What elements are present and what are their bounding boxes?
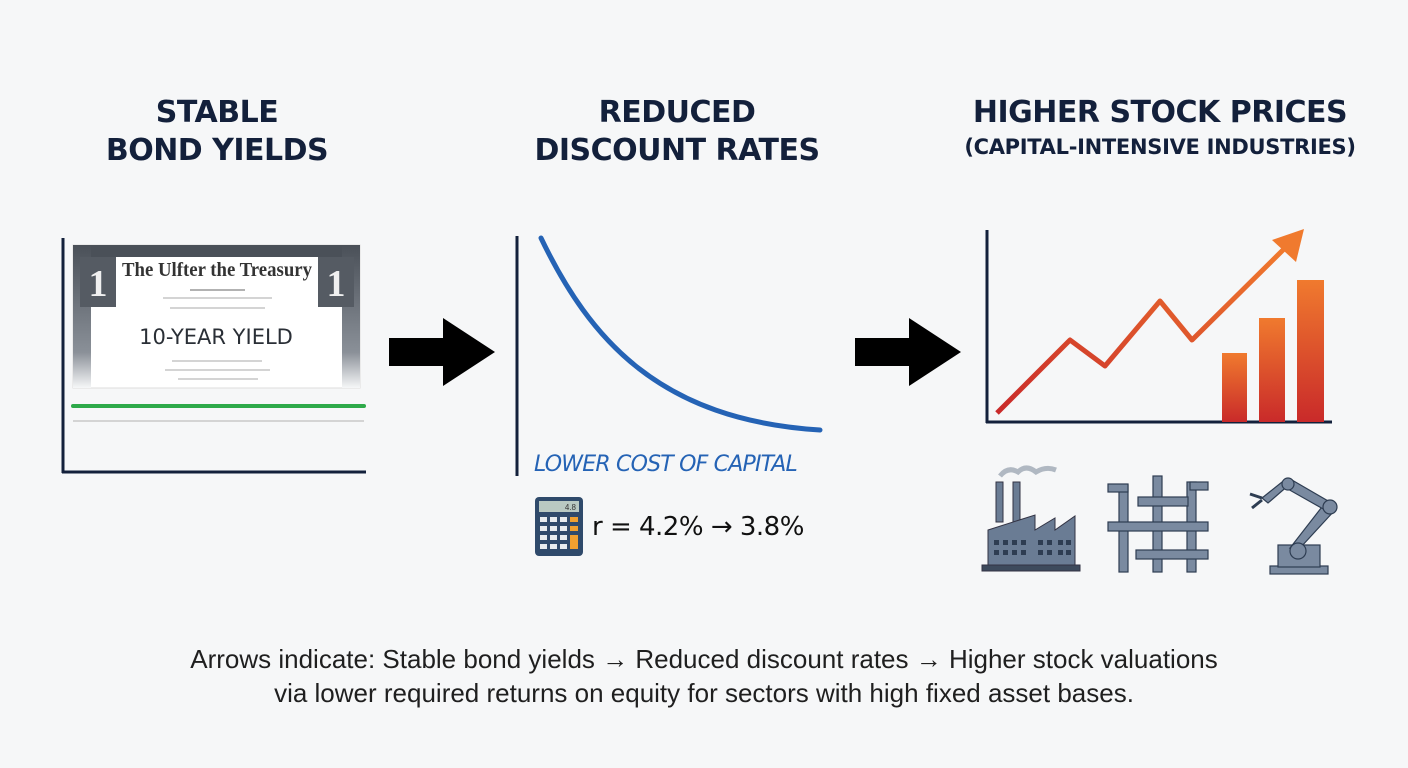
bar xyxy=(1259,318,1285,422)
certificate-header: The Ulfter the Treasury xyxy=(122,259,312,281)
denomination-right: 1 xyxy=(327,263,346,305)
step2-title-line1: REDUCED xyxy=(598,95,756,130)
trend-arrowhead-icon xyxy=(1272,229,1304,262)
bar xyxy=(1297,280,1324,422)
arrow-right-icon xyxy=(855,318,961,386)
caption-line2: via lower required returns on equity for… xyxy=(274,678,1134,708)
discount-rate-panel: 4.8 xyxy=(515,235,823,556)
factory-icon xyxy=(981,465,1081,572)
certificate-label: 10-YEAR YIELD xyxy=(139,325,293,349)
price-trend-line xyxy=(995,246,1287,415)
step3-title: HIGHER STOCK PRICES (CAPITAL-INTENSIVE I… xyxy=(930,94,1390,162)
denomination-left: 1 xyxy=(89,263,108,305)
step1-title: STABLE BOND YIELDS xyxy=(67,94,367,170)
curve-label: LOWER COST OF CAPITAL xyxy=(534,452,798,477)
discount-curve xyxy=(538,235,823,433)
treasury-certificate-icon: 1 1 The Ulfter the Treasury 10-YEAR YIEL… xyxy=(72,244,361,389)
bar xyxy=(1222,353,1247,422)
caption-line1: Arrows indicate: Stable bond yields → Re… xyxy=(190,644,1218,674)
step2-title-line2: DISCOUNT RATES xyxy=(534,133,820,168)
arrow-right-icon xyxy=(389,318,495,386)
calculator-display: 4.8 xyxy=(565,503,577,512)
bond-yield-panel: 1 1 The Ulfter the Treasury 10-YEAR YIEL… xyxy=(61,238,366,474)
pipes-icon xyxy=(1107,475,1209,573)
step3-title-line1: HIGHER STOCK PRICES xyxy=(972,95,1348,130)
step2-title: REDUCED DISCOUNT RATES xyxy=(497,94,857,170)
step3-title-line2: (CAPITAL-INTENSIVE INDUSTRIES) xyxy=(964,135,1356,159)
stock-price-panel xyxy=(981,229,1338,575)
step1-title-line1: STABLE xyxy=(155,95,279,130)
step1-title-line2: BOND YIELDS xyxy=(105,133,329,168)
discount-rate-formula: r = 4.2% → 3.8% xyxy=(592,512,804,542)
calculator-icon: 4.8 xyxy=(535,497,583,556)
robot-arm-icon xyxy=(1249,477,1338,575)
